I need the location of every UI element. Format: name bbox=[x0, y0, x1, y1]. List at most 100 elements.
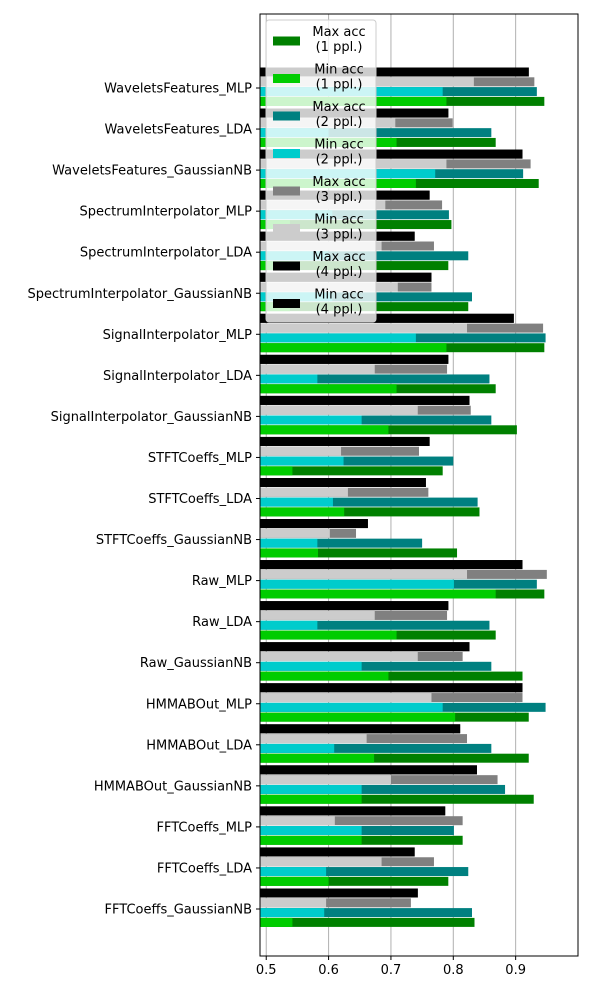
bar-min-acc bbox=[260, 693, 432, 703]
bar-min-acc bbox=[260, 425, 389, 435]
bar-min-acc bbox=[260, 569, 468, 579]
bar-min-acc bbox=[260, 917, 293, 927]
bar-max-acc bbox=[260, 743, 492, 753]
bar-max-acc bbox=[260, 794, 534, 804]
legend-label: Max acc (1 ppl.) bbox=[312, 25, 365, 55]
bar-min-acc bbox=[260, 816, 335, 826]
bar-min-acc bbox=[260, 835, 362, 845]
y-tick-label: SpectrumInterpolator_LDA bbox=[80, 246, 252, 261]
bar-max-acc bbox=[260, 415, 492, 425]
y-tick-label: STFTCoeffs_LDA bbox=[148, 492, 252, 507]
y-tick-label: WaveletsFeatures_LDA bbox=[105, 123, 253, 138]
y-tick-label: FFTCoeffs_GaussianNB bbox=[105, 903, 252, 918]
bar-max-acc bbox=[260, 876, 449, 886]
legend-swatch bbox=[273, 111, 300, 121]
bar-min-acc bbox=[260, 794, 362, 804]
bar-min-acc bbox=[260, 364, 375, 374]
bar-max-acc bbox=[260, 917, 475, 927]
y-tick-label: WaveletsFeatures_MLP bbox=[104, 82, 252, 97]
legend-label: Min acc (2 ppl.) bbox=[314, 138, 363, 168]
bar-max-acc bbox=[260, 784, 506, 794]
bar-min-acc bbox=[260, 601, 449, 611]
bar-min-acc bbox=[260, 436, 430, 446]
y-axis-ticks: WaveletsFeatures_MLP WaveletsFeatures_LDA… bbox=[28, 82, 260, 918]
bar-min-acc bbox=[260, 538, 318, 548]
bar-max-acc bbox=[260, 538, 423, 548]
bar-min-acc bbox=[260, 857, 382, 867]
bar-min-acc bbox=[260, 405, 418, 415]
y-tick-label: FFTCoeffs_MLP bbox=[157, 820, 253, 835]
bar-max-acc bbox=[260, 753, 529, 763]
legend-label: Min acc (4 ppl.) bbox=[314, 288, 363, 318]
bar-min-acc bbox=[260, 642, 470, 652]
bar-min-acc bbox=[260, 743, 335, 753]
bar-min-acc bbox=[260, 630, 397, 640]
bar-min-acc bbox=[260, 497, 333, 507]
legend-swatch bbox=[273, 186, 300, 196]
bar-max-acc bbox=[260, 507, 480, 517]
bar-max-acc bbox=[260, 374, 490, 384]
bar-min-acc bbox=[260, 354, 449, 364]
bar-max-acc bbox=[260, 867, 469, 877]
bar-max-acc bbox=[260, 898, 411, 908]
bar-min-acc bbox=[260, 702, 443, 712]
y-tick-label: HMMABOut_LDA bbox=[146, 738, 252, 753]
bar-min-acc bbox=[260, 661, 362, 671]
legend-label: Min acc (3 ppl.) bbox=[314, 213, 363, 243]
bar-min-acc bbox=[260, 806, 446, 816]
y-tick-label: Raw_LDA bbox=[192, 615, 252, 630]
y-tick-label: Raw_GaussianNB bbox=[140, 656, 252, 671]
legend-swatch bbox=[273, 224, 300, 233]
bar-max-acc bbox=[260, 908, 472, 918]
bar-max-acc bbox=[260, 816, 463, 826]
bar-min-acc bbox=[260, 620, 318, 630]
y-tick-label: STFTCoeffs_GaussianNB bbox=[96, 533, 252, 548]
bar-min-acc bbox=[260, 446, 342, 456]
bar-min-acc bbox=[260, 898, 327, 908]
bar-min-acc bbox=[260, 466, 293, 476]
bar-max-acc bbox=[260, 497, 478, 507]
y-tick-label: WaveletsFeatures_GaussianNB bbox=[52, 164, 252, 179]
bar-min-acc bbox=[260, 519, 368, 529]
y-tick-label: Raw_MLP bbox=[192, 574, 252, 589]
bar-min-acc bbox=[260, 826, 362, 835]
bar-min-acc bbox=[260, 610, 375, 620]
x-tick-label: 0.9 bbox=[505, 963, 526, 978]
bar-min-acc bbox=[260, 374, 318, 384]
bar-min-acc bbox=[260, 876, 329, 886]
x-tick-label: 0.8 bbox=[443, 963, 464, 978]
bar-min-acc bbox=[260, 579, 454, 589]
x-tick-label: 0.7 bbox=[381, 963, 402, 978]
bar-min-acc bbox=[260, 395, 470, 405]
bar-min-acc bbox=[260, 712, 456, 722]
bar-min-acc bbox=[260, 313, 514, 323]
bar-min-acc bbox=[260, 487, 348, 497]
bar-max-acc bbox=[260, 548, 458, 558]
legend-swatch bbox=[273, 261, 300, 271]
bar-min-acc bbox=[260, 775, 391, 785]
bar-max-acc bbox=[260, 456, 454, 466]
bar-min-acc bbox=[260, 652, 418, 661]
bar-min-acc bbox=[260, 384, 397, 394]
bar-max-acc bbox=[260, 671, 523, 681]
bar-min-acc bbox=[260, 724, 461, 734]
y-tick-label: HMMABOut_MLP bbox=[146, 697, 252, 712]
bar-min-acc bbox=[260, 528, 330, 538]
bar-min-acc bbox=[260, 753, 375, 763]
bar-min-acc bbox=[260, 908, 325, 918]
bar-max-acc bbox=[260, 661, 492, 671]
bar-min-acc bbox=[260, 589, 496, 599]
bar-min-acc bbox=[260, 548, 318, 558]
bar-min-acc bbox=[260, 323, 468, 333]
legend-swatch bbox=[273, 149, 300, 158]
legend-box bbox=[265, 19, 377, 323]
bar-min-acc bbox=[260, 888, 418, 898]
bar-min-acc bbox=[260, 415, 362, 425]
y-tick-label: SpectrumInterpolator_GaussianNB bbox=[28, 287, 252, 302]
y-tick-label: SpectrumInterpolator_MLP bbox=[80, 205, 253, 220]
legend-swatch bbox=[273, 74, 300, 83]
bar-min-acc bbox=[260, 683, 523, 693]
legend-swatch bbox=[273, 36, 300, 46]
